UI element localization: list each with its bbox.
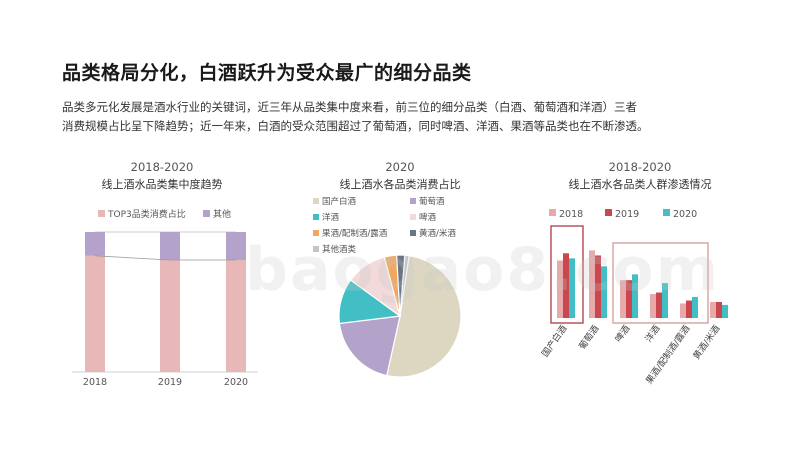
legend-swatch [605,209,612,216]
legend-swatch [203,210,210,217]
legend-label: 2020 [673,209,697,220]
bar-top3 [160,260,180,372]
description-line-2: 消费规模占比呈下降趋势；近一年来，白酒的受众范围超过了葡萄酒，同时啤酒、洋酒、果… [62,119,649,133]
trend-line [94,255,171,261]
bar-2019 [716,302,722,318]
x-tick-label: 葡萄酒 [576,323,601,352]
bar-2019 [686,300,692,318]
x-tick-label: 啤酒 [612,323,632,345]
legend-label: 黄酒/米酒 [419,228,456,239]
legend-swatch [410,214,416,220]
chart-concentration: 2018-2020 线上酒水品类集中度趋势 [62,160,262,192]
bar-2018 [680,303,686,318]
bar-other [85,232,105,256]
chart-title: 线上酒水各品类消费占比 [339,178,461,191]
highlight-box-others [612,242,709,324]
bar-other [226,232,246,260]
x-tick-label: 国产白酒 [539,323,569,359]
legend-label: 其他酒类 [322,244,357,255]
legend-swatch [549,209,556,216]
legend-label: 2018 [559,209,583,220]
bar-2020 [722,304,728,318]
pie-slice [386,255,462,378]
legend-swatch [313,214,319,220]
bar-2019 [595,255,601,318]
bar-top3 [226,260,246,372]
page-title: 品类格局分化，白酒跃升为受众最广的细分品类 [62,62,472,84]
legend-label: 啤酒 [419,212,437,223]
description-line-1: 品类多元化发展是酒水行业的关键词，近三年从品类集中度来看，前三位的细分品类（白酒… [62,100,637,114]
bar-2018 [557,260,563,318]
chart-year-label: 2018-2020 [130,160,194,174]
chart-share: 2020 线上酒水各品类消费占比 [300,160,500,192]
bar-2019 [656,292,662,318]
bar-2018 [710,302,716,318]
chart-penetration: 2018-2020 线上酒水各品类人群渗透情况 [545,160,735,192]
x-tick-label: 2019 [158,377,182,388]
bar-2020 [692,296,698,318]
legend-label: 国产白酒 [322,196,357,207]
x-tick-label: 洋酒 [642,323,662,345]
legend-swatch [313,198,319,204]
legend-swatch [313,230,319,236]
legend-label: 其他 [213,208,231,220]
x-tick-label: 2018 [83,377,107,388]
legend-label: 洋酒 [322,212,340,223]
pie-slice [338,315,401,377]
legend-swatch [98,210,105,217]
bar-2020 [662,283,668,318]
legend-swatch [663,209,670,216]
chart-title: 线上酒水各品类人群渗透情况 [568,178,712,191]
bar-2019 [626,280,632,318]
chart-title: 线上酒水品类集中度趋势 [101,178,223,191]
bar-2020 [632,274,638,318]
bar-2018 [650,294,656,318]
highlight-box-baijiu [550,225,584,324]
page-description: 品类多元化发展是酒水行业的关键词，近三年从品类集中度来看，前三位的细分品类（白酒… [62,98,752,136]
bar-2018 [589,250,595,318]
bar-2018 [620,280,626,318]
bar-top3 [85,255,105,372]
x-tick-label: 2020 [224,377,248,388]
bar-2019 [563,253,569,318]
x-tick-label: 黄酒/米酒 [690,323,722,362]
chart-year-label: 2020 [385,160,415,174]
bar-2020 [601,266,607,318]
legend-label: 果酒/配制酒/露酒 [322,228,388,239]
legend-label: TOP3品类消费占比 [107,208,186,220]
legend-swatch [410,198,416,204]
chart-year-label: 2018-2020 [608,160,672,174]
bar-2020 [569,258,575,318]
legend-label: 2019 [615,209,639,220]
bar-other [160,232,180,260]
legend-swatch [313,246,319,252]
legend-swatch [410,230,416,236]
pie-slice [399,254,410,317]
legend-label: 葡萄酒 [419,196,445,207]
